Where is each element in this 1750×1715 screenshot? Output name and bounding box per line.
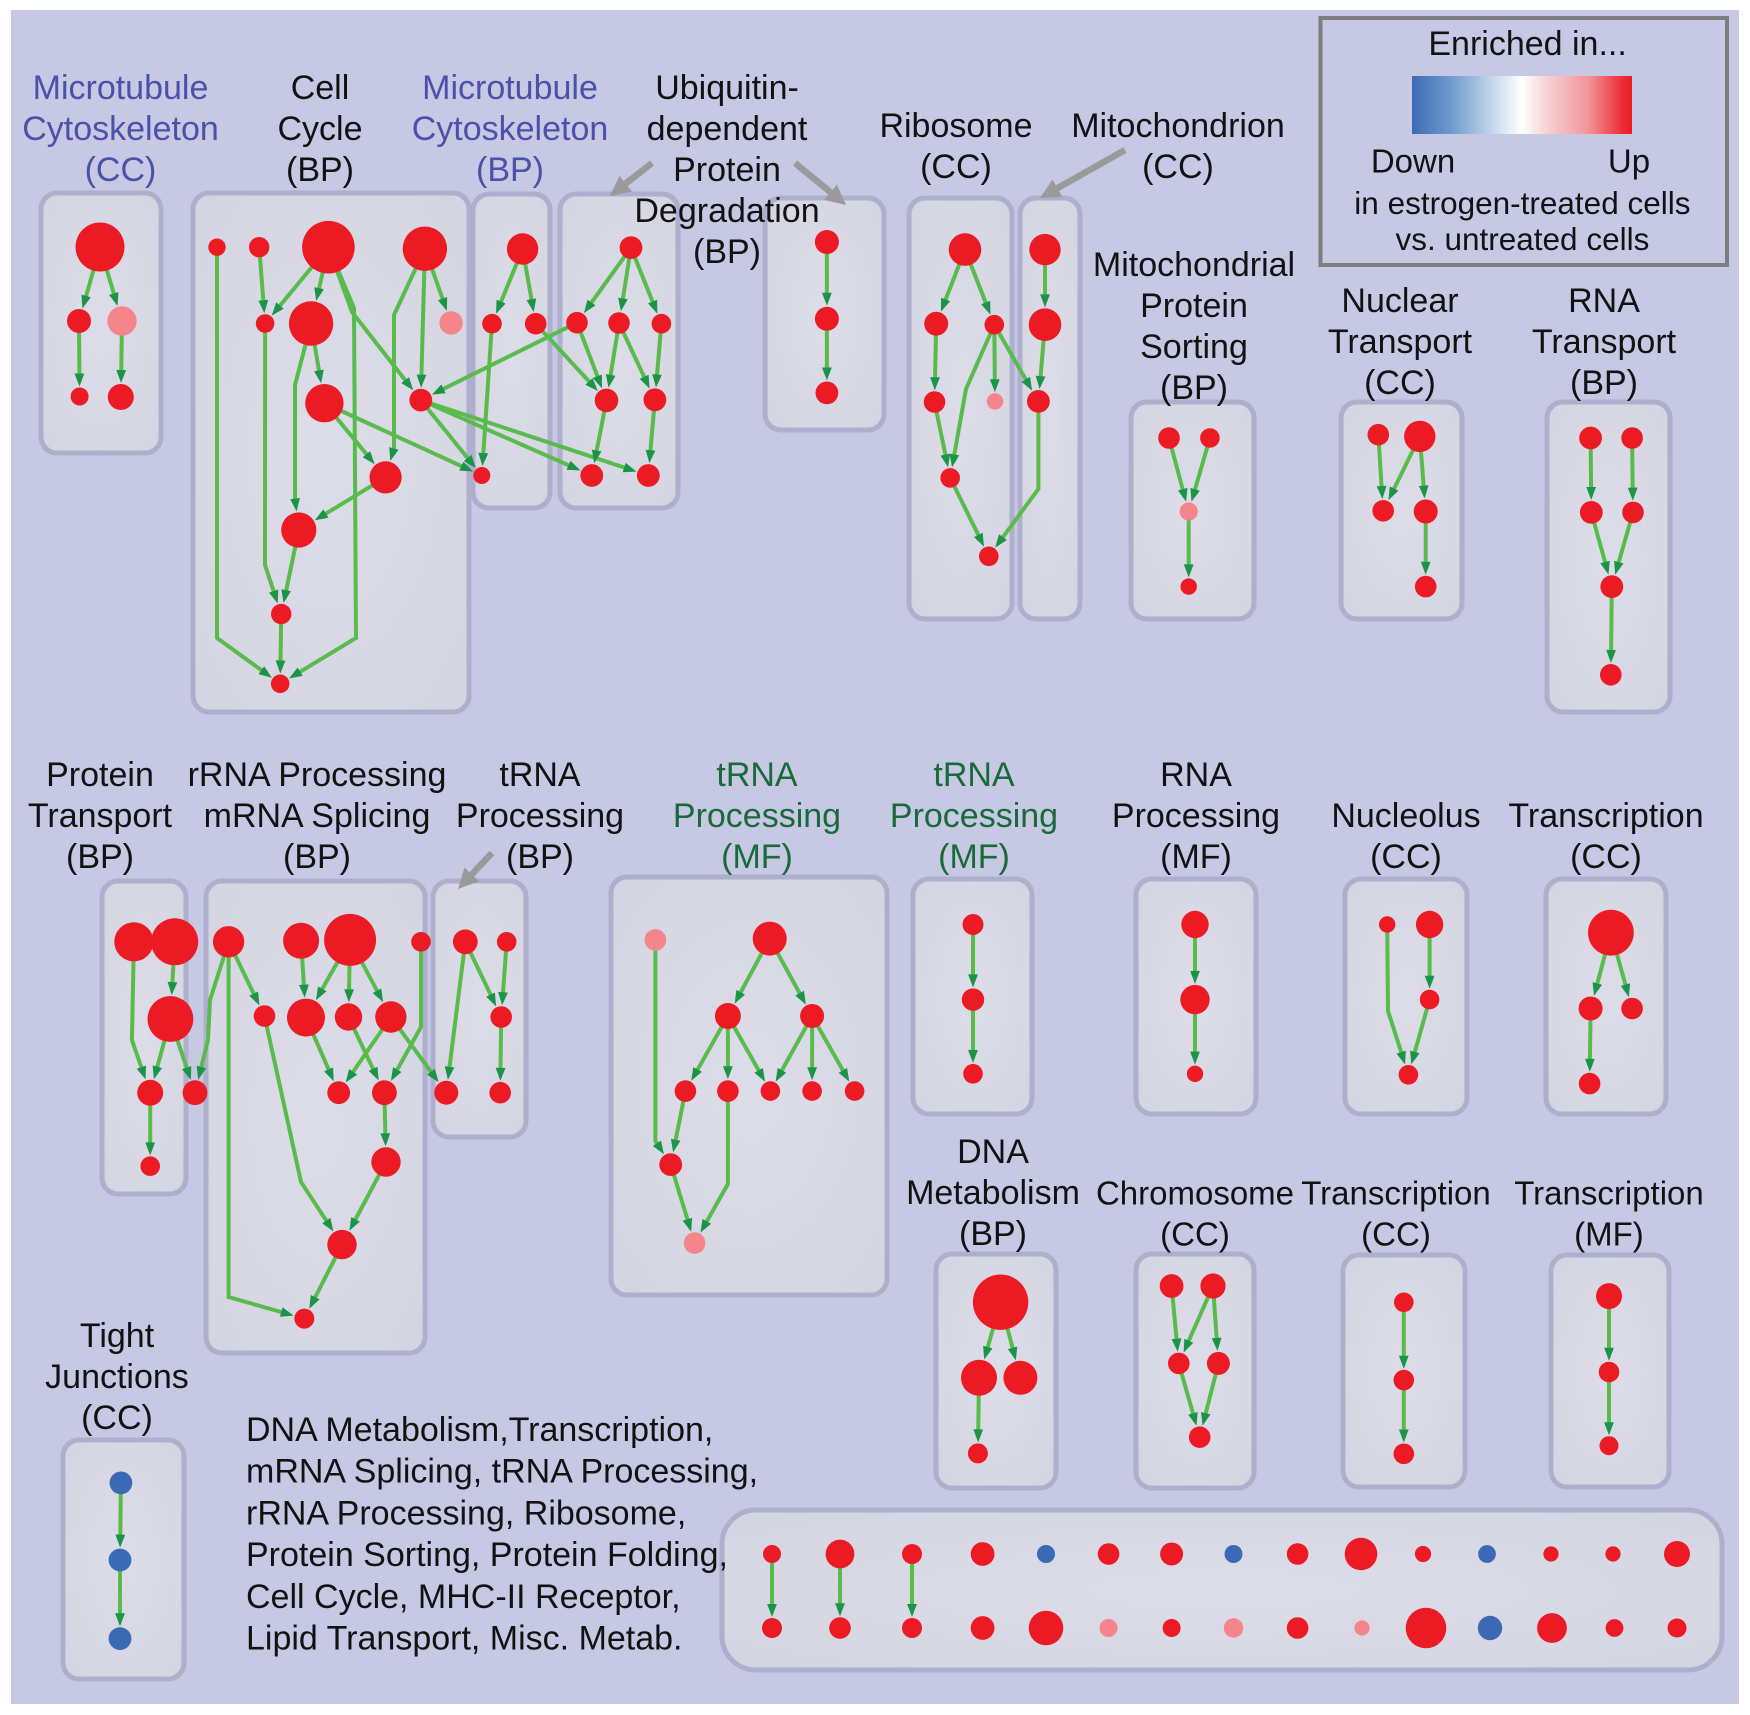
svg-text:Ribosome: Ribosome [879, 107, 1032, 145]
svg-text:Cell: Cell [291, 69, 350, 107]
svg-text:Chromosome: Chromosome [1096, 1175, 1294, 1212]
svg-text:Protein Sorting, Protein Foldi: Protein Sorting, Protein Folding, [246, 1536, 728, 1574]
svg-text:Metabolism: Metabolism [906, 1174, 1080, 1212]
svg-text:Junctions: Junctions [45, 1358, 189, 1396]
svg-text:tRNA: tRNA [716, 756, 798, 794]
svg-text:Cycle: Cycle [277, 110, 362, 148]
svg-text:DNA: DNA [957, 1133, 1029, 1171]
svg-text:(BP): (BP) [1160, 369, 1228, 407]
svg-text:tRNA: tRNA [499, 756, 581, 794]
svg-text:Ubiquitin-: Ubiquitin- [655, 69, 799, 107]
svg-text:DNA Metabolism,Transcription,: DNA Metabolism,Transcription, [246, 1411, 713, 1449]
svg-text:Processing: Processing [456, 797, 624, 835]
svg-text:Nucleolus: Nucleolus [1331, 797, 1480, 835]
svg-text:Mitochondrion: Mitochondrion [1071, 107, 1285, 145]
svg-text:mRNA Splicing, tRNA Processing: mRNA Splicing, tRNA Processing, [246, 1453, 758, 1491]
svg-text:(CC): (CC) [1370, 838, 1442, 876]
svg-text:dependent: dependent [647, 110, 808, 148]
svg-text:(MF): (MF) [1160, 838, 1232, 876]
svg-text:Cytoskeleton: Cytoskeleton [22, 110, 219, 148]
svg-text:(BP): (BP) [286, 151, 354, 189]
svg-text:Lipid Transport, Misc. Metab.: Lipid Transport, Misc. Metab. [246, 1620, 683, 1658]
svg-text:Transport: Transport [28, 797, 173, 835]
svg-text:(CC): (CC) [1361, 1216, 1431, 1253]
svg-text:RNA: RNA [1160, 756, 1232, 794]
svg-text:Processing: Processing [673, 797, 841, 835]
svg-text:Down: Down [1371, 143, 1455, 180]
svg-text:Transport: Transport [1532, 323, 1677, 361]
svg-text:Sorting: Sorting [1140, 328, 1248, 366]
svg-text:rRNA Processing, Ribosome,: rRNA Processing, Ribosome, [246, 1494, 686, 1532]
svg-text:(BP): (BP) [66, 838, 134, 876]
svg-text:(MF): (MF) [1574, 1216, 1644, 1253]
svg-text:(CC): (CC) [1364, 364, 1436, 402]
svg-text:Cell Cycle, MHC-II Receptor,: Cell Cycle, MHC-II Receptor, [246, 1578, 681, 1616]
svg-text:Transcription: Transcription [1508, 797, 1703, 835]
svg-text:(CC): (CC) [920, 148, 992, 186]
svg-text:(BP): (BP) [283, 838, 351, 876]
svg-text:Mitochondrial: Mitochondrial [1093, 246, 1295, 284]
svg-text:(BP): (BP) [506, 838, 574, 876]
svg-text:Transport: Transport [1328, 323, 1473, 361]
svg-text:Protein: Protein [1140, 287, 1248, 325]
svg-text:(MF): (MF) [938, 838, 1010, 876]
svg-text:(CC): (CC) [1570, 838, 1642, 876]
svg-text:Cytoskeleton: Cytoskeleton [412, 110, 609, 148]
svg-text:Protein: Protein [46, 756, 154, 794]
svg-text:(BP): (BP) [959, 1215, 1027, 1253]
svg-text:Degradation: Degradation [634, 192, 819, 230]
svg-text:Nuclear: Nuclear [1341, 282, 1458, 320]
svg-text:mRNA Splicing: mRNA Splicing [204, 797, 431, 835]
svg-text:vs. untreated cells: vs. untreated cells [1395, 221, 1649, 257]
svg-text:(CC): (CC) [1160, 1216, 1230, 1253]
svg-text:Enriched in...: Enriched in... [1428, 25, 1626, 63]
svg-text:(BP): (BP) [1570, 364, 1638, 402]
svg-text:Microtubule: Microtubule [422, 69, 598, 107]
svg-text:in estrogen-treated cells: in estrogen-treated cells [1354, 185, 1690, 221]
svg-text:Tight: Tight [80, 1317, 155, 1355]
svg-text:Transcription: Transcription [1301, 1175, 1491, 1212]
svg-text:(MF): (MF) [721, 838, 793, 876]
svg-text:(CC): (CC) [1142, 148, 1214, 186]
svg-text:rRNA Processing: rRNA Processing [188, 756, 447, 794]
svg-text:(CC): (CC) [85, 151, 157, 189]
svg-text:Transcription: Transcription [1514, 1175, 1704, 1212]
svg-text:Processing: Processing [890, 797, 1058, 835]
svg-text:(BP): (BP) [476, 151, 544, 189]
svg-text:Processing: Processing [1112, 797, 1280, 835]
svg-text:tRNA: tRNA [933, 756, 1015, 794]
svg-text:(BP): (BP) [693, 233, 761, 271]
svg-text:Up: Up [1608, 143, 1650, 180]
svg-text:Protein: Protein [673, 151, 781, 189]
svg-text:Microtubule: Microtubule [33, 69, 209, 107]
svg-text:(CC): (CC) [81, 1399, 153, 1437]
svg-text:RNA: RNA [1568, 282, 1640, 320]
